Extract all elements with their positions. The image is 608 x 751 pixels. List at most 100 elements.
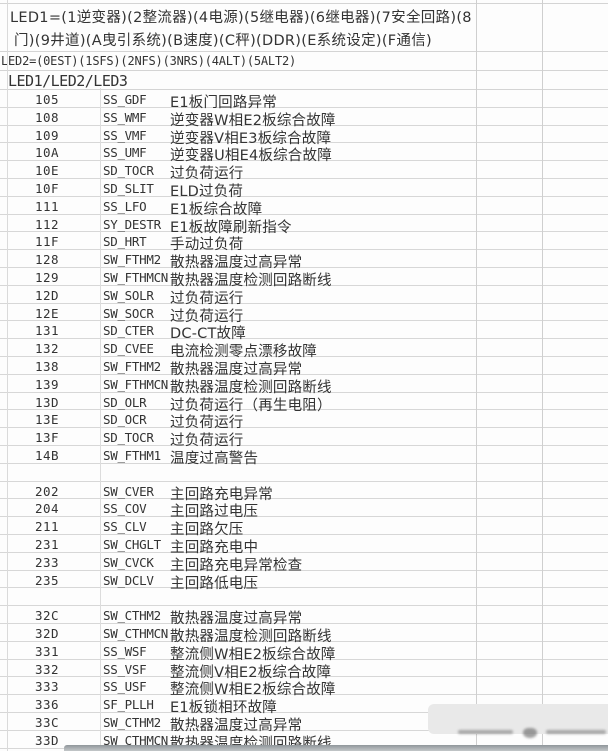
fault-code-cell[interactable]: 111 (35, 198, 60, 214)
fault-code-cell[interactable]: 132 (35, 341, 60, 357)
fault-code-cell[interactable]: 13D (35, 394, 60, 410)
fault-description-cell[interactable]: 过负荷运行 (170, 415, 244, 432)
fault-description-cell[interactable]: 过负荷运行 (170, 290, 244, 307)
fault-description-cell[interactable]: ELD过负荷 (170, 184, 244, 200)
signal-name-cell[interactable]: SD_OLR (103, 394, 147, 410)
fault-description-cell[interactable]: 过负荷运行 (170, 433, 244, 450)
signal-name-cell[interactable]: SS_GDF (103, 92, 147, 107)
header-row-led3[interactable]: LED1/LED2/LED3 (0, 71, 608, 90)
signal-name-cell[interactable]: SS_WSF (103, 643, 147, 659)
fault-code-cell[interactable]: 129 (35, 270, 60, 285)
fault-code-cell[interactable]: 202 (35, 483, 60, 499)
fault-description-cell[interactable]: 散热器温度过高异常 (170, 718, 303, 734)
fault-code-cell[interactable]: 10A (35, 145, 60, 161)
fault-code-cell[interactable]: 13E (35, 412, 60, 428)
fault-description-cell[interactable]: 手动过负荷 (170, 237, 244, 254)
signal-name-cell[interactable]: SW_SOLR (103, 287, 154, 303)
fault-description-cell[interactable]: E1板锁相环故障 (170, 700, 277, 717)
fault-code-cell[interactable]: 235 (35, 572, 60, 588)
fault-code-cell[interactable]: 231 (35, 537, 60, 552)
signal-name-cell[interactable]: SS_UMF (103, 145, 147, 161)
fault-code-cell[interactable]: 332 (35, 661, 60, 677)
fault-code-cell[interactable]: 10F (35, 181, 60, 196)
fault-code-cell[interactable]: 33C (35, 715, 60, 730)
fault-code-cell[interactable]: 233 (35, 554, 60, 570)
fault-description-cell[interactable]: 电流检测零点漂移故障 (170, 344, 317, 361)
signal-name-cell[interactable]: SD_CVEE (103, 341, 154, 357)
signal-name-cell[interactable]: SW_CTHM2 (103, 608, 161, 624)
fault-description-cell[interactable]: E1板综合故障 (170, 201, 263, 218)
fault-description-cell[interactable]: 散热器温度过高异常 (170, 611, 303, 628)
signal-name-cell[interactable]: SF_PLLH (103, 697, 154, 713)
fault-description-cell[interactable]: E1板故障刷新指令 (170, 219, 292, 236)
fault-code-cell[interactable]: 13F (35, 430, 60, 446)
fault-description-cell[interactable]: 主回路充电中 (170, 540, 259, 556)
signal-name-cell[interactable]: SS_WMF (103, 109, 147, 125)
signal-name-cell[interactable]: SW_SOCR (103, 305, 154, 321)
fault-code-cell[interactable]: 105 (35, 92, 60, 107)
signal-name-cell[interactable]: SW_FTHMCN (103, 270, 169, 285)
fault-code-cell[interactable]: 112 (35, 216, 60, 232)
fault-description-cell[interactable]: 逆变器U相E4板综合故障 (170, 148, 332, 165)
fault-code-cell[interactable]: 108 (35, 109, 60, 125)
header-row-led1[interactable]: LED1=(1逆变器)(2整流器)(4电源)(5继电器)(6继电器)(7安全回路… (0, 3, 608, 52)
fault-code-cell[interactable]: 33D (35, 732, 60, 748)
fault-description-cell[interactable]: 主回路过电压 (170, 504, 259, 521)
fault-code-cell[interactable]: 109 (35, 127, 60, 143)
signal-name-cell[interactable]: SW_CTHMCN (103, 732, 169, 748)
signal-name-cell[interactable]: SS_VMF (103, 127, 147, 143)
signal-name-cell[interactable]: SS_USF (103, 679, 147, 695)
signal-name-cell[interactable]: SW_CTHM2 (103, 715, 161, 730)
fault-code-cell[interactable]: 333 (35, 679, 60, 695)
signal-name-cell[interactable]: SW_FTHM1 (103, 448, 161, 463)
fault-code-cell[interactable]: 336 (35, 697, 60, 713)
fault-code-cell[interactable]: 211 (35, 519, 60, 535)
fault-description-cell[interactable]: 散热器温度检测回路断线 (170, 273, 332, 289)
fault-code-cell[interactable]: 12E (35, 305, 60, 321)
fault-code-cell[interactable]: 32D (35, 626, 60, 641)
signal-name-cell[interactable]: SS_CLV (103, 519, 147, 535)
signal-name-cell[interactable]: SS_LFO (103, 198, 147, 214)
signal-name-cell[interactable]: SW_FTHM2 (103, 359, 161, 374)
fault-code-cell[interactable]: 139 (35, 376, 60, 392)
fault-code-cell[interactable]: 12D (35, 287, 60, 303)
fault-description-cell[interactable]: 主回路充电异常检查 (170, 557, 303, 574)
fault-code-cell[interactable]: 128 (35, 252, 60, 268)
signal-name-cell[interactable]: SW_CHGLT (103, 537, 161, 552)
signal-name-cell[interactable]: SY_DESTR (103, 216, 161, 232)
signal-name-cell[interactable]: SW_FTHMCN (103, 376, 169, 392)
fault-description-cell[interactable]: 散热器温度检测回路断线 (170, 379, 332, 396)
fault-description-cell[interactable]: 整流侧V相E2板综合故障 (170, 664, 332, 681)
fault-description-cell[interactable]: 过负荷运行 (170, 308, 244, 325)
signal-name-cell[interactable]: SD_SLIT (103, 181, 154, 196)
signal-name-cell[interactable]: SW_FTHM2 (103, 252, 161, 268)
signal-name-cell[interactable]: SW_CVCK (103, 554, 154, 570)
fault-description-cell[interactable]: 主回路欠压 (170, 522, 244, 539)
fault-description-cell[interactable]: E1板门回路异常 (170, 95, 277, 111)
fault-code-cell[interactable]: 14B (35, 448, 60, 463)
fault-description-cell[interactable]: 温度过高警告 (170, 451, 259, 467)
fault-description-cell[interactable]: 主回路充电异常 (170, 486, 273, 503)
fault-description-cell[interactable]: 逆变器V相E3板综合故障 (170, 130, 332, 147)
fault-description-cell[interactable]: DC-CT故障 (170, 326, 246, 343)
signal-name-cell[interactable]: SD_OCR (103, 412, 147, 428)
fault-description-cell[interactable]: 过负荷运行（再生电阻） (170, 397, 332, 414)
fault-code-cell[interactable]: 331 (35, 643, 60, 659)
fault-description-cell[interactable]: 散热器温度检测回路断线 (170, 629, 332, 645)
signal-name-cell[interactable]: SD_CTER (103, 323, 154, 339)
signal-name-cell[interactable]: SW_CVER (103, 483, 154, 499)
fault-description-cell[interactable]: 散热器温度过高异常 (170, 362, 303, 378)
header-row-led2[interactable]: LED2=(0EST)(1SFS)(2NFS)(3NRS)(4ALT)(5ALT… (0, 52, 608, 71)
signal-name-cell[interactable]: SS_VSF (103, 661, 147, 677)
signal-name-cell[interactable]: SW_DCLV (103, 572, 154, 588)
fault-code-cell[interactable]: 32C (35, 608, 60, 624)
fault-description-cell[interactable]: 整流侧W相E2板综合故障 (170, 646, 336, 663)
fault-description-cell[interactable]: 主回路低电压 (170, 575, 259, 592)
fault-description-cell[interactable]: 过负荷运行 (170, 166, 244, 183)
signal-name-cell[interactable]: SD_HRT (103, 234, 147, 250)
signal-name-cell[interactable]: SD_TOCR (103, 430, 154, 446)
signal-name-cell[interactable]: SW_CTHMCN (103, 626, 169, 641)
signal-name-cell[interactable]: SD_TOCR (103, 163, 154, 179)
fault-code-cell[interactable]: 204 (35, 501, 60, 517)
fault-description-cell[interactable]: 散热器温度过高异常 (170, 255, 303, 272)
